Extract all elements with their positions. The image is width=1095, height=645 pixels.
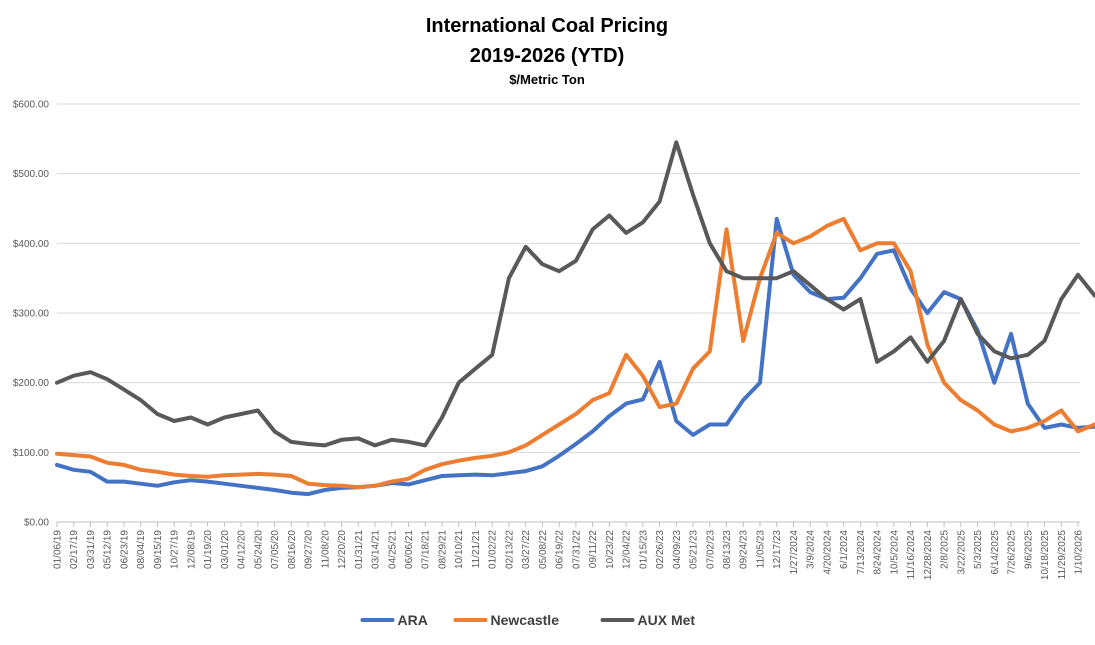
x-tick-label: 04/12/20: [237, 530, 248, 569]
series-line-ara: [55, 216, 1095, 497]
x-tick-label: 9/6/2025: [1023, 530, 1034, 569]
x-tick-label: 11/16/2024: [906, 530, 917, 580]
y-tick-label: $400.00: [13, 239, 50, 250]
y-tick-label: $100.00: [13, 448, 50, 459]
x-tick-label: 07/02/23: [705, 530, 716, 569]
x-tick-label: 08/29/21: [437, 530, 448, 569]
x-tick-label: 01/06/19: [53, 530, 64, 569]
x-tick-label: 02/26/23: [655, 530, 666, 569]
series-lines: [55, 140, 1095, 497]
legend-item-newcastle: Newcastle: [453, 612, 560, 628]
x-tick-label: 05/08/22: [538, 530, 549, 569]
legend: ARA Newcastle AUX Met: [360, 612, 696, 628]
x-tick-label: 07/31/22: [571, 530, 582, 569]
x-tick-label: 10/18/2025: [1040, 530, 1051, 580]
y-tick-label: $600.00: [13, 100, 50, 111]
chart-subtitle: 2019-2026 (YTD): [470, 45, 625, 67]
x-tick-label: 1/27/2024: [789, 530, 800, 575]
gridlines: [57, 103, 1080, 453]
y-tick-label: $200.00: [13, 378, 50, 389]
x-tick-label: 03/31/19: [86, 530, 97, 569]
x-tick-label: 10/23/22: [605, 530, 616, 569]
x-tick-label: 2/8/2025: [940, 530, 951, 569]
x-tick-label: 10/10/21: [454, 530, 465, 569]
x-tick-label: 11/29/2025: [1057, 530, 1068, 580]
axes: $0.00 $100.00 $200.00 $300.00 $400.00 $500.00…: [13, 100, 1085, 581]
x-tick-label: 02/17/19: [69, 530, 80, 569]
x-tick-label: 09/15/19: [153, 530, 164, 569]
x-tick-label: 7/26/2025: [1007, 530, 1018, 575]
x-tick-label: 6/1/2024: [839, 530, 850, 569]
x-tick-label: 11/21/21: [471, 530, 482, 569]
legend-item-aux-met: AUX Met: [600, 612, 696, 628]
x-tick-label: 08/04/19: [136, 530, 147, 569]
x-tick-label: 01/19/20: [203, 530, 214, 569]
x-tick-label: 06/23/19: [119, 530, 130, 569]
x-tick-label: 8/24/2024: [873, 530, 884, 575]
x-tick-label: 08/13/23: [722, 530, 733, 569]
chart-title: International Coal Pricing: [426, 15, 668, 37]
x-tick-label: 09/27/20: [304, 530, 315, 569]
x-tick-label: 01/02/22: [488, 530, 499, 569]
x-tick-label: 08/16/20: [287, 530, 298, 569]
x-tick-label: 06/19/22: [555, 530, 566, 569]
x-tick-label: 12/20/20: [337, 530, 348, 569]
x-tick-label: 4/20/2024: [822, 530, 833, 575]
x-tick-label: 5/3/2025: [973, 530, 984, 569]
x-tick-label: 04/25/21: [387, 530, 398, 569]
x-tick-label: 05/24/20: [253, 530, 264, 569]
unit-label: $/Metric Ton: [509, 72, 585, 87]
y-tick-label: $300.00: [13, 309, 50, 320]
x-tick-label: 02/13/22: [504, 530, 515, 569]
x-tick-label: 03/01/20: [220, 530, 231, 569]
x-tick-label: 3/22/2025: [956, 530, 967, 575]
x-tick-label: 09/11/22: [588, 530, 599, 569]
x-tick-label: 01/15/23: [638, 530, 649, 569]
x-tick-label: 12/04/22: [622, 530, 633, 569]
x-tick-label: 11/08/20: [320, 530, 331, 569]
y-tick-label: $500.00: [13, 169, 50, 180]
x-tick-label: 04/09/23: [672, 530, 683, 569]
y-tick-label: $0.00: [24, 518, 49, 529]
x-tick-label: 1/10/2026: [1074, 530, 1085, 575]
x-tick-label: 01/31/21: [354, 530, 365, 569]
legend-label: Newcastle: [491, 612, 560, 628]
x-tick-label: 10/5/2024: [889, 530, 900, 575]
x-tick-label: 7/13/2024: [856, 530, 867, 575]
x-tick-label: 05/12/19: [103, 530, 114, 569]
x-tick-label: 05/21/23: [689, 530, 700, 569]
x-tick-label: 07/05/20: [270, 530, 281, 569]
x-tick-label: 6/14/2025: [990, 530, 1001, 575]
x-tick-label: 09/24/23: [739, 530, 750, 569]
legend-label: AUX Met: [638, 612, 696, 628]
x-tick-label: 07/18/21: [421, 530, 432, 569]
x-tick-label: 03/14/21: [371, 530, 382, 569]
x-tick-label: 10/27/19: [170, 530, 181, 569]
x-tick-label: 11/05/23: [755, 530, 766, 569]
legend-item-ara: ARA: [360, 612, 428, 628]
x-tick-label: 12/08/19: [186, 530, 197, 569]
x-tick-label: 3/9/2024: [806, 530, 817, 569]
x-tick-label: 12/28/2024: [923, 530, 934, 580]
x-tick-label: 12/17/23: [772, 530, 783, 569]
series-line-newcastle: [55, 216, 1095, 490]
series-line-aux-met: [55, 140, 1095, 448]
legend-label: ARA: [398, 612, 428, 628]
x-tick-label: 03/27/22: [521, 530, 532, 569]
x-tick-label: 06/06/21: [404, 530, 415, 569]
